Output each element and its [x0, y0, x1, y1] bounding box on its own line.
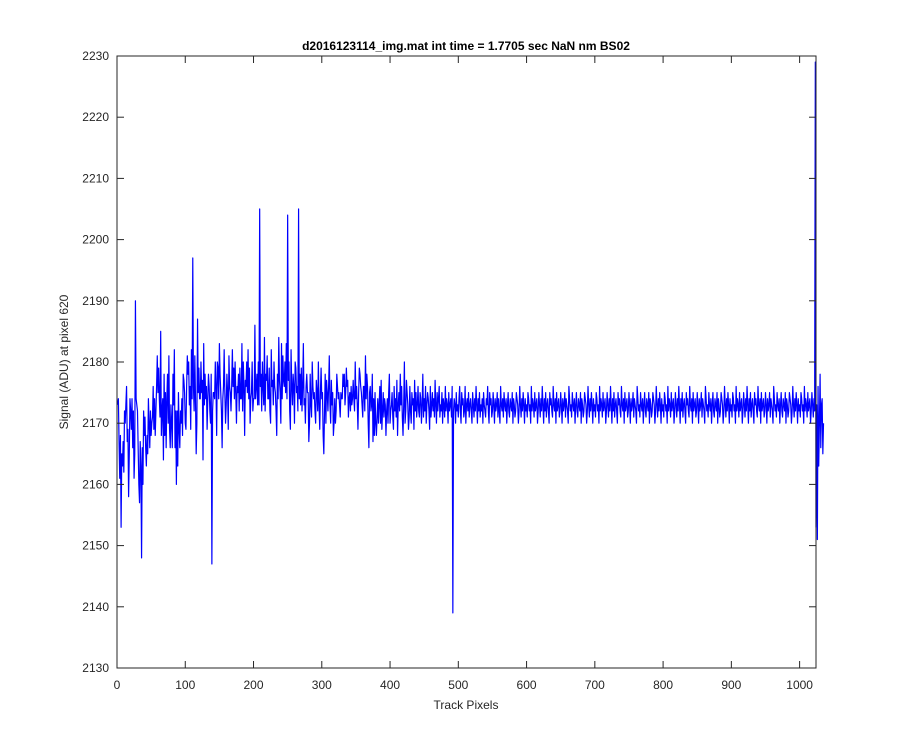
x-tick-label: 500 — [448, 678, 468, 692]
series-line-0 — [117, 61, 825, 614]
x-tick-label: 1000 — [786, 678, 813, 692]
y-tick-label: 2160 — [82, 477, 109, 491]
y-tick-label: 2220 — [82, 110, 109, 124]
x-tick-label: 0 — [114, 678, 121, 692]
y-tick-label: 2180 — [82, 355, 109, 369]
y-tick-label: 2130 — [82, 661, 109, 675]
y-tick-label: 2140 — [82, 600, 109, 614]
y-tick-label: 2170 — [82, 416, 109, 430]
y-tick-label: 2230 — [82, 49, 109, 63]
x-tick-label: 400 — [380, 678, 400, 692]
y-axis-label: Signal (ADU) at pixel 620 — [57, 294, 71, 429]
x-axis-label: Track Pixels — [434, 698, 499, 712]
y-tick-label: 2210 — [82, 171, 109, 185]
y-tick-label: 2200 — [82, 233, 109, 247]
x-tick-label: 800 — [653, 678, 673, 692]
x-tick-label: 900 — [721, 678, 741, 692]
y-tick-label: 2150 — [82, 539, 109, 553]
plot-area — [117, 61, 825, 614]
y-tick-label: 2190 — [82, 294, 109, 308]
x-tick-label: 700 — [585, 678, 605, 692]
x-tick-label: 600 — [517, 678, 537, 692]
chart-title: d2016123114_img.mat int time = 1.7705 se… — [302, 39, 630, 53]
x-tick-label: 100 — [175, 678, 195, 692]
x-tick-label: 300 — [312, 678, 332, 692]
y-axis: 2130 2140 2150 2160 2170 2180 2190 2200 2210 2220… — [82, 49, 816, 675]
x-axis: 0 100 200 300 400 500 600 700 800 900 1000 — [114, 56, 813, 692]
axes-background — [117, 56, 816, 668]
x-tick-label: 200 — [244, 678, 264, 692]
